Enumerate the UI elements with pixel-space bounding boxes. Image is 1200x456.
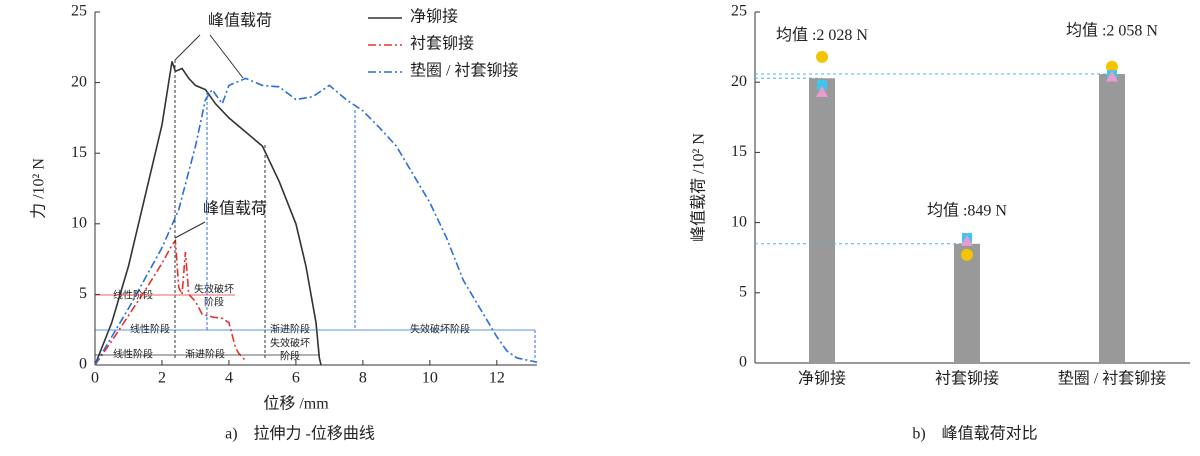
data-line: [94, 238, 247, 366]
annotation-pointer: [209, 34, 244, 79]
x-tick-label: 8: [359, 370, 367, 387]
sample-point: [1106, 70, 1118, 82]
x-tick-label: 10: [422, 370, 438, 387]
y-tick-label: 20: [71, 73, 87, 90]
legend-label: 净铆接: [410, 8, 458, 26]
bar: [954, 243, 980, 363]
y-tick-label: 15: [71, 144, 87, 161]
y-tick-label: 0: [739, 354, 747, 371]
bar: [1099, 74, 1125, 364]
x-axis-label: 位移 /mm: [263, 395, 329, 413]
x-tick-label: 净铆接: [798, 370, 846, 388]
stage-label: 失效破坏: [194, 282, 234, 295]
y-tick-label: 0: [79, 356, 87, 373]
value-label: 均值 :849 N: [927, 201, 1007, 219]
x-tick-label: 12: [489, 370, 505, 387]
bar: [809, 78, 835, 363]
x-tick-label: 衬套铆接: [935, 370, 999, 388]
stage-label: 阶段: [204, 295, 224, 308]
stage-label: 渐进阶段: [185, 347, 225, 360]
x-tick-label: 0: [91, 370, 99, 387]
legend-label: 垫圈 / 衬套铆接: [410, 62, 518, 80]
y-axis-label: 力 /10² N: [30, 158, 48, 219]
sample-point: [816, 50, 828, 63]
annotation: 峰值载荷: [203, 200, 267, 218]
y-axis-label: 峰值载荷 /10² N: [690, 133, 708, 242]
y-tick-label: 15: [731, 143, 747, 160]
stage-label: 线性阶段: [130, 322, 170, 335]
stage-label: 渐进阶段: [270, 322, 310, 335]
x-tick-label: 2: [158, 370, 166, 387]
x-tick-label: 6: [292, 370, 300, 387]
legend-label: 衬套铆接: [410, 35, 474, 53]
x-tick-label: 4: [225, 370, 233, 387]
sample-point: [961, 234, 973, 246]
caption: a) 拉伸力 -位移曲线: [225, 425, 375, 443]
data-line: [94, 77, 538, 366]
y-tick-label: 10: [731, 213, 747, 230]
value-label: 均值 :2 058 N: [1066, 22, 1158, 40]
caption: b) 峰值载荷对比: [912, 425, 1037, 443]
y-tick-label: 5: [79, 285, 87, 302]
data-line: [94, 61, 322, 366]
annotation-pointer: [174, 221, 206, 239]
stage-label: 失效破坏: [270, 336, 310, 349]
stage-label: 阶段: [280, 349, 300, 362]
y-tick-label: 10: [71, 214, 87, 231]
sample-point: [816, 86, 828, 98]
y-tick-label: 20: [731, 73, 747, 90]
value-label: 均值 :2 028 N: [776, 26, 868, 44]
sample-point: [1106, 60, 1118, 73]
annotation-pointer: [174, 34, 201, 61]
stage-label: 失效破坏阶段: [410, 322, 470, 335]
annotation: 峰值载荷: [208, 12, 272, 30]
sample-point: [961, 248, 973, 261]
y-tick-label: 25: [731, 3, 747, 20]
y-tick-label: 25: [71, 3, 87, 20]
y-tick-label: 5: [739, 283, 747, 300]
sample-point: [817, 80, 827, 91]
stage-label: 线性阶段: [113, 347, 153, 360]
x-tick-label: 垫圈 / 衬套铆接: [1058, 370, 1166, 388]
